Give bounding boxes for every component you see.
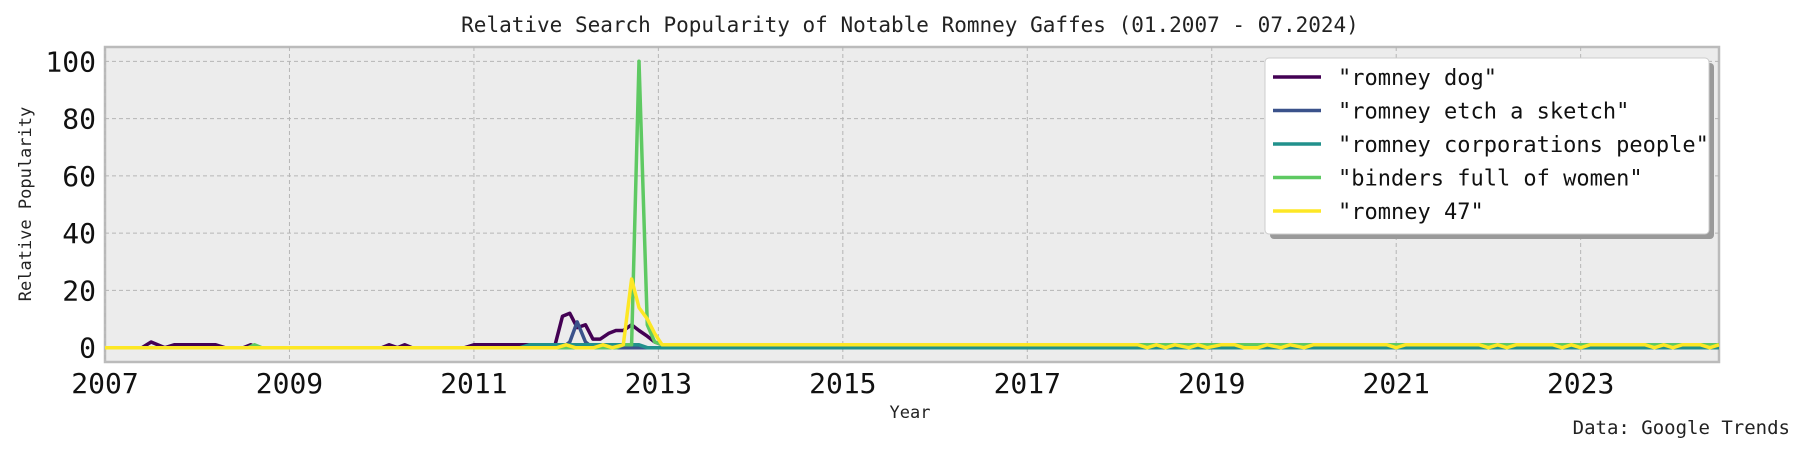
x-tick-label: 2013 xyxy=(625,367,692,400)
x-tick-label: 2017 xyxy=(994,367,1061,400)
x-tick-label: 2011 xyxy=(440,367,507,400)
x-tick-label: 2015 xyxy=(809,367,876,400)
legend-label: "romney dog" xyxy=(1338,66,1497,91)
series-line-5 xyxy=(105,277,1720,350)
legend-label: "binders full of women" xyxy=(1338,167,1643,192)
y-tick-label: 80 xyxy=(62,103,96,136)
y-tick-label: 20 xyxy=(62,274,96,307)
legend: "romney dog" "romney etch a sketch" "romne… xyxy=(1264,57,1714,239)
y-axis-ticks: 0 20 40 60 80 100 xyxy=(45,45,96,364)
y-axis-label: Relative Popularity xyxy=(16,107,36,301)
legend-label: "romney 47" xyxy=(1338,200,1484,225)
legend-box xyxy=(1264,57,1710,235)
y-tick-label: 60 xyxy=(62,160,96,193)
x-axis-ticks: 2007 2009 2011 2013 2015 2017 2019 2021 2023 xyxy=(71,367,1614,400)
chart-title: Relative Search Popularity of Notable Ro… xyxy=(461,13,1359,37)
x-tick-label: 2009 xyxy=(256,367,323,400)
legend-label: "romney etch a sketch" xyxy=(1338,100,1629,125)
x-tick-label: 2021 xyxy=(1362,367,1429,400)
y-tick-label: 100 xyxy=(45,45,96,78)
x-tick-label: 2023 xyxy=(1547,367,1614,400)
x-tick-label: 2007 xyxy=(71,367,138,400)
series-lines xyxy=(105,59,1720,350)
source-note: Data: Google Trends xyxy=(1573,417,1790,439)
x-tick-label: 2019 xyxy=(1178,367,1245,400)
y-tick-label: 0 xyxy=(79,332,96,365)
legend-label: "romney corporations people" xyxy=(1338,133,1709,158)
y-tick-label: 40 xyxy=(62,217,96,250)
x-axis-label: Year xyxy=(890,403,931,423)
